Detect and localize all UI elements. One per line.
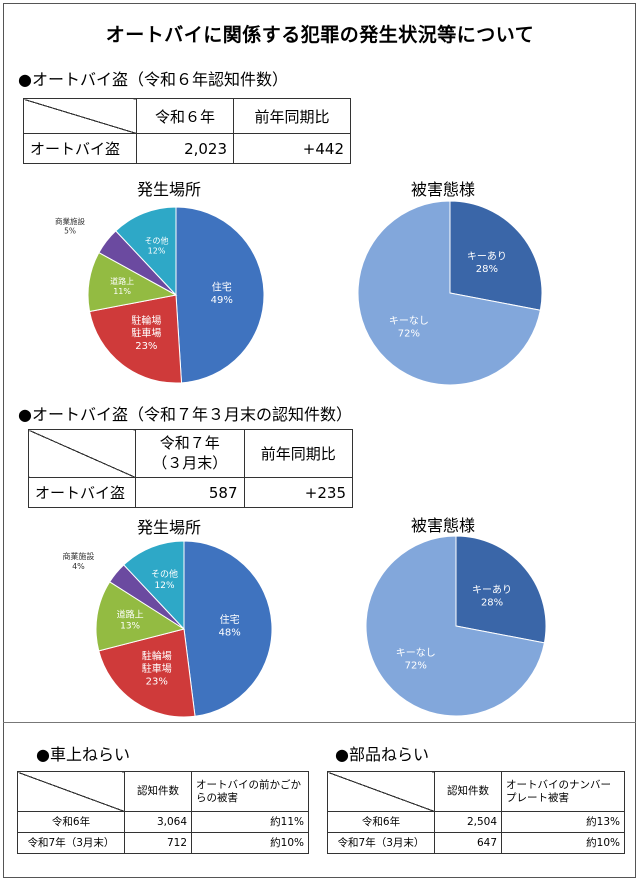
table-cell-count: 587 bbox=[135, 477, 245, 508]
table-cell-change: +442 bbox=[233, 133, 351, 164]
pie-label-道路上-value: 13% bbox=[120, 622, 140, 632]
pie-slice-駐輪場-駐車場 bbox=[98, 628, 196, 718]
pie-label-キーなし-value: 72% bbox=[398, 328, 420, 339]
pie-slice-キーなし bbox=[365, 535, 545, 717]
table-row-label: 令和7年（3月末） bbox=[327, 832, 435, 854]
section-divider bbox=[3, 722, 636, 723]
pie-slice-住宅 bbox=[183, 540, 273, 717]
car-theft-heading: ●車上ねらい bbox=[36, 745, 130, 764]
pie-label-駐輪場-駐車場: 駐車場 bbox=[131, 326, 161, 339]
pie-label-その他: その他 bbox=[151, 568, 178, 580]
table-cell-change: +235 bbox=[243, 477, 353, 508]
section2-heading: ●オートバイ盗（令和７年３月末の認知件数） bbox=[18, 405, 352, 424]
pie3-title: 発生場所 bbox=[137, 518, 202, 537]
table-row-label: オートバイ盗 bbox=[28, 477, 136, 508]
table-row-label: オートバイ盗 bbox=[23, 133, 137, 164]
pie-label-キーなし: キーなし bbox=[396, 647, 436, 659]
table-cell-count: 2,023 bbox=[135, 133, 235, 164]
table-row-label: 令和6年 bbox=[17, 811, 125, 833]
table-cell-ratio: 約10% bbox=[501, 832, 625, 854]
pie-label-その他-value: 12% bbox=[148, 246, 166, 255]
pie-label-駐輪場-駐車場-value: 23% bbox=[135, 341, 157, 352]
pie-label-住宅-value: 48% bbox=[219, 627, 241, 638]
pie-label-住宅: 住宅 bbox=[220, 613, 240, 626]
table-cell-ratio: 約13% bbox=[501, 811, 625, 833]
table-header-year-line1: 令和７年 bbox=[159, 434, 220, 452]
table-header-damage: オートバイのナンバープレート被害 bbox=[501, 771, 625, 812]
table-cell-count: 3,064 bbox=[124, 811, 192, 833]
pie-label-キーあり: キーあり bbox=[472, 584, 512, 596]
pie-label-道路上: 道路上 bbox=[110, 276, 134, 286]
table-row: 令和6年 2,504 約13% bbox=[327, 811, 625, 833]
pie-label-その他: その他 bbox=[145, 235, 169, 245]
table-header-damage: オートバイの前かごからの被害 bbox=[191, 771, 309, 812]
section1-heading: ●オートバイ盗（令和６年認知件数） bbox=[18, 70, 288, 89]
pie-label-キーあり-value: 28% bbox=[476, 264, 498, 275]
pie-label-駐輪場-駐車場: 駐車場 bbox=[142, 662, 172, 675]
table-row: 令和7年（3月末） 647 約10% bbox=[327, 832, 625, 854]
table-header-change: 前年同期比 bbox=[233, 98, 351, 134]
parts-theft-table: 認知件数 オートバイのナンバープレート被害 令和6年 2,504 約13% 令和… bbox=[327, 771, 625, 854]
table-header-count: 認知件数 bbox=[124, 771, 192, 812]
table-row-label: 令和6年 bbox=[327, 811, 435, 833]
table-header-change: 前年同期比 bbox=[243, 429, 353, 478]
table-header-year: 令和７年 （３月末） bbox=[135, 429, 245, 478]
pie-slice-キーあり bbox=[455, 535, 547, 644]
table-header-year: 令和６年 bbox=[135, 98, 235, 134]
table-header-year-line2: （３月末） bbox=[152, 453, 228, 472]
pie-label-駐輪場-駐車場-value: 23% bbox=[146, 677, 168, 688]
pie-label-その他-value: 12% bbox=[155, 581, 175, 591]
page-title: オートバイに関係する犯罪の発生状況等について bbox=[105, 24, 535, 46]
pie-label-商業施設-value: 4% bbox=[72, 562, 85, 571]
table-row-label: 令和7年（3月末） bbox=[17, 832, 125, 854]
pie-slice-駐輪場-駐車場 bbox=[88, 294, 183, 384]
pie1-title: 発生場所 bbox=[137, 180, 202, 199]
pie-label-キーなし-value: 72% bbox=[405, 661, 427, 672]
pie-label-住宅-value: 49% bbox=[211, 295, 233, 306]
pie-label-住宅: 住宅 bbox=[212, 280, 232, 293]
pie-slice-住宅 bbox=[175, 206, 265, 384]
table-header-count: 認知件数 bbox=[434, 771, 502, 812]
car-theft-table: 認知件数 オートバイの前かごからの被害 令和6年 3,064 約11% 令和7年… bbox=[17, 771, 309, 854]
pie2-title: 被害態様 bbox=[411, 180, 476, 199]
table-cell-count: 647 bbox=[434, 832, 502, 854]
pie-label-キーあり-value: 28% bbox=[481, 597, 503, 608]
pie-label-キーなし: キーなし bbox=[389, 315, 429, 327]
table-corner bbox=[17, 771, 125, 812]
table-cell-ratio: 約11% bbox=[191, 811, 309, 833]
table-corner bbox=[28, 429, 136, 478]
pie-slice-キーなし bbox=[357, 200, 541, 386]
table-cell-ratio: 約10% bbox=[191, 832, 309, 854]
table-row: 令和7年（3月末） 712 約10% bbox=[17, 832, 309, 854]
table-cell-count: 712 bbox=[124, 832, 192, 854]
table-corner bbox=[23, 98, 137, 134]
table-cell-count: 2,504 bbox=[434, 811, 502, 833]
pie-label-道路上-value: 11% bbox=[113, 287, 131, 296]
pie-label-商業施設: 商業施設 bbox=[62, 551, 94, 561]
pie-label-駐輪場-駐車場: 駐輪場 bbox=[131, 314, 161, 327]
pie-label-駐輪場-駐車場: 駐輪場 bbox=[142, 650, 172, 663]
parts-theft-heading: ●部品ねらい bbox=[335, 745, 429, 764]
page-frame bbox=[3, 3, 636, 878]
pie-slice-キーあり bbox=[449, 200, 543, 311]
pie-slice-その他 bbox=[123, 540, 185, 631]
section1-table: 令和６年 前年同期比 オートバイ盗 2,023 +442 bbox=[23, 98, 351, 164]
table-corner bbox=[327, 771, 435, 812]
pie-slice-その他 bbox=[115, 206, 177, 297]
pie-label-道路上: 道路上 bbox=[117, 608, 144, 620]
pie-label-商業施設: 商業施設 bbox=[55, 216, 85, 226]
pie-label-商業施設-value: 5% bbox=[64, 226, 76, 235]
pie4-title: 被害態様 bbox=[411, 516, 476, 535]
pie-slice-道路上 bbox=[95, 581, 186, 652]
pie-label-キーあり: キーあり bbox=[467, 250, 507, 262]
section2-table: 令和７年 （３月末） 前年同期比 オートバイ盗 587 +235 bbox=[28, 429, 353, 508]
table-row: 令和6年 3,064 約11% bbox=[17, 811, 309, 833]
